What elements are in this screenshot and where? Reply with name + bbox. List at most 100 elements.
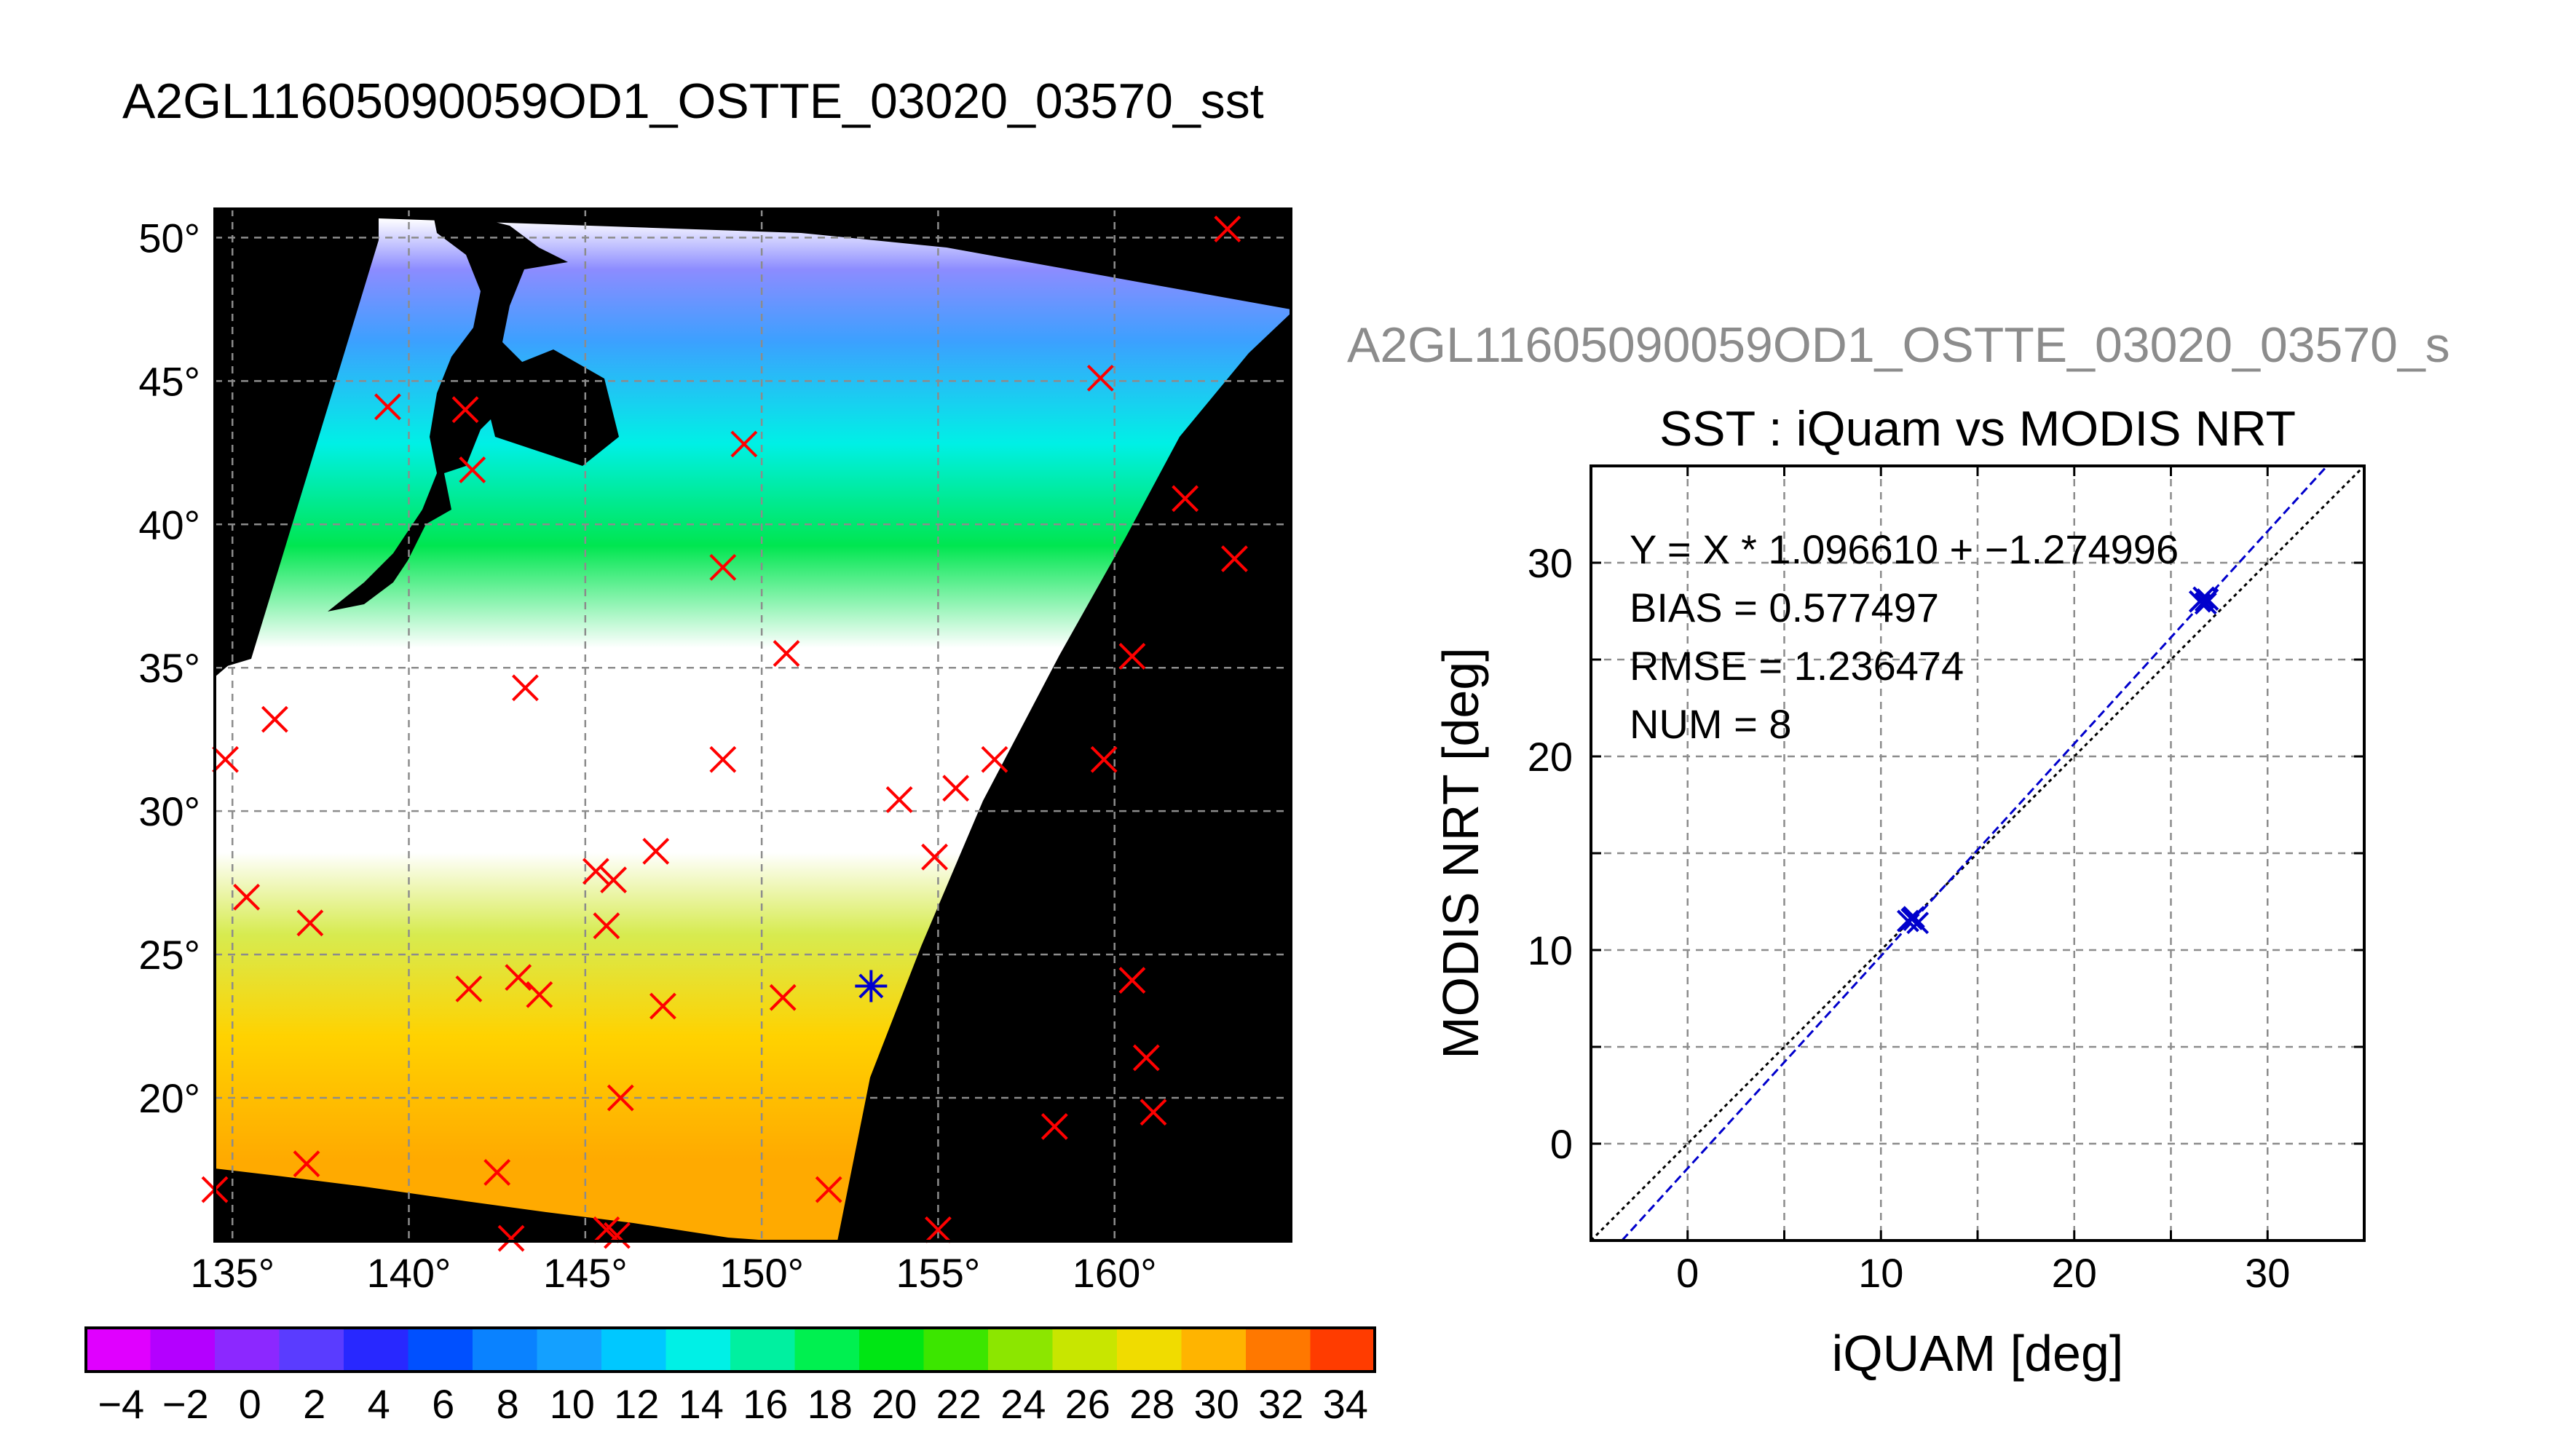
longitude-tick-label: 150° xyxy=(719,1250,804,1296)
buoy-marker xyxy=(505,964,532,992)
latitude-tick-label: 40° xyxy=(138,502,200,547)
colorbar-label: 22 xyxy=(936,1381,982,1427)
page-title: A2GL11605090059OD1_OSTTE_03020_03570_sst xyxy=(122,74,1264,129)
y-tick-label: 10 xyxy=(1528,927,1573,973)
longitude-tick-label: 160° xyxy=(1073,1250,1157,1296)
colorbar-cell xyxy=(473,1328,537,1372)
buoy-marker xyxy=(1090,745,1118,773)
sst-map: 135° 140° 145° 150° 155° 160° 50° 45° 40° 35° 30°… xyxy=(138,207,1292,1296)
buoy-marker xyxy=(730,430,758,458)
colorbar-label: 20 xyxy=(872,1381,917,1427)
colorbar-label: 34 xyxy=(1323,1381,1368,1427)
stats-annotation: NUM = 8 xyxy=(1630,701,1792,747)
regression-line xyxy=(1621,464,2329,1242)
colorbar-cell xyxy=(794,1328,860,1372)
land-mass xyxy=(481,349,619,466)
colorbar-label: −2 xyxy=(162,1381,209,1427)
buoy-marker xyxy=(607,1084,634,1112)
buoy-marker xyxy=(815,1176,842,1203)
buoy-marker xyxy=(497,1224,525,1252)
buoy-marker xyxy=(296,909,324,937)
buoy-marker xyxy=(483,1159,511,1186)
latitude-tick-label: 35° xyxy=(138,645,200,691)
buoy-marker xyxy=(981,745,1008,773)
longitude-tick-label: 140° xyxy=(367,1250,451,1296)
colorbar-label: 16 xyxy=(743,1381,788,1427)
land-mass xyxy=(215,306,291,677)
x-tick-label: 0 xyxy=(1676,1250,1699,1296)
longitude-tick-label: 155° xyxy=(896,1250,980,1296)
colorbar-cell xyxy=(86,1328,151,1372)
stats-annotations: Y = X * 1.096610 + −1.274996 BIAS = 0.577… xyxy=(1630,526,2179,747)
buoy-marker xyxy=(1172,485,1199,513)
buoy-marker xyxy=(709,745,737,773)
scatter-plot: A2GL11605090059OD1_OSTTE_03020_03570_s S… xyxy=(1347,317,2450,1382)
colorbar-cell xyxy=(666,1328,731,1372)
match-marker xyxy=(855,970,888,1002)
latitude-tick-label: 25° xyxy=(138,932,200,978)
colorbar-cell xyxy=(988,1328,1053,1372)
colorbar-cell xyxy=(1052,1328,1118,1372)
buoy-marker xyxy=(921,843,948,871)
data-point xyxy=(2196,588,2219,611)
land-mass xyxy=(328,215,568,612)
buoy-marker xyxy=(261,705,288,733)
buoy-marker xyxy=(582,858,609,885)
colorbar-label: 32 xyxy=(1258,1381,1303,1427)
buoy-marker xyxy=(773,640,800,667)
colorbar-cell xyxy=(1310,1328,1375,1372)
buoy-marker xyxy=(374,393,401,421)
latitude-tick-label: 45° xyxy=(138,358,200,404)
colorbar-label: −4 xyxy=(98,1381,144,1427)
colorbar-label: 10 xyxy=(550,1381,595,1427)
map-grid xyxy=(215,209,1291,1241)
buoy-marker xyxy=(709,553,737,581)
buoy-marker xyxy=(649,992,676,1020)
data-points xyxy=(1897,586,2219,935)
buoy-marker xyxy=(600,866,628,894)
plot-frame xyxy=(1590,464,2366,1242)
chart-subtitle: A2GL11605090059OD1_OSTTE_03020_03570_s xyxy=(1347,317,2450,373)
colorbar-frame xyxy=(84,1326,1376,1373)
buoy-marker xyxy=(1221,545,1248,572)
x-tick-label: 30 xyxy=(2245,1250,2290,1296)
stats-annotation: RMSE = 1.236474 xyxy=(1630,643,1964,689)
buoy-marker xyxy=(1118,967,1146,994)
colorbar-label: 4 xyxy=(368,1381,390,1427)
x-tick-label: 20 xyxy=(2052,1250,2097,1296)
colorbar-label: 8 xyxy=(497,1381,519,1427)
x-axis-label: iQUAM [deg] xyxy=(1832,1325,2124,1382)
colorbar-label: 18 xyxy=(807,1381,853,1427)
buoy-marker xyxy=(942,775,970,802)
y-axis-label: MODIS NRT [deg] xyxy=(1432,647,1489,1059)
longitude-tick-label: 145° xyxy=(543,1250,628,1296)
buoy-marker xyxy=(233,883,261,911)
buoy-markers xyxy=(201,215,1248,1252)
data-point xyxy=(1902,906,1925,929)
buoy-marker xyxy=(459,456,486,483)
buoy-marker xyxy=(293,1150,320,1178)
colorbar-cell xyxy=(1117,1328,1182,1372)
latitude-tick-label: 30° xyxy=(138,788,200,834)
buoy-marker xyxy=(593,912,620,940)
chart-title: SST : iQuam vs MODIS NRT xyxy=(1659,401,2296,456)
stats-annotation: Y = X * 1.096610 + −1.274996 xyxy=(1630,526,2179,572)
map-frame xyxy=(213,207,1292,1243)
colorbar-cell xyxy=(1246,1328,1311,1372)
buoy-marker xyxy=(526,981,553,1008)
buoy-marker xyxy=(212,745,239,773)
colorbar-cell xyxy=(537,1328,602,1372)
colorbar-cell xyxy=(1181,1328,1247,1372)
latitude-tick-label: 20° xyxy=(138,1075,200,1121)
longitude-tick-labels: 135° 140° 145° 150° 155° 160° xyxy=(190,1250,1156,1296)
x-tick-label: 10 xyxy=(1858,1250,1903,1296)
buoy-marker xyxy=(1086,364,1114,392)
colorbar-cell xyxy=(150,1328,216,1372)
colorbar-cell xyxy=(279,1328,344,1372)
y-tick-label: 0 xyxy=(1550,1121,1573,1167)
buoy-marker xyxy=(1040,1113,1068,1140)
colorbar-cell xyxy=(344,1328,408,1372)
colorbar-label: 28 xyxy=(1129,1381,1174,1427)
buoy-marker xyxy=(1214,215,1241,242)
